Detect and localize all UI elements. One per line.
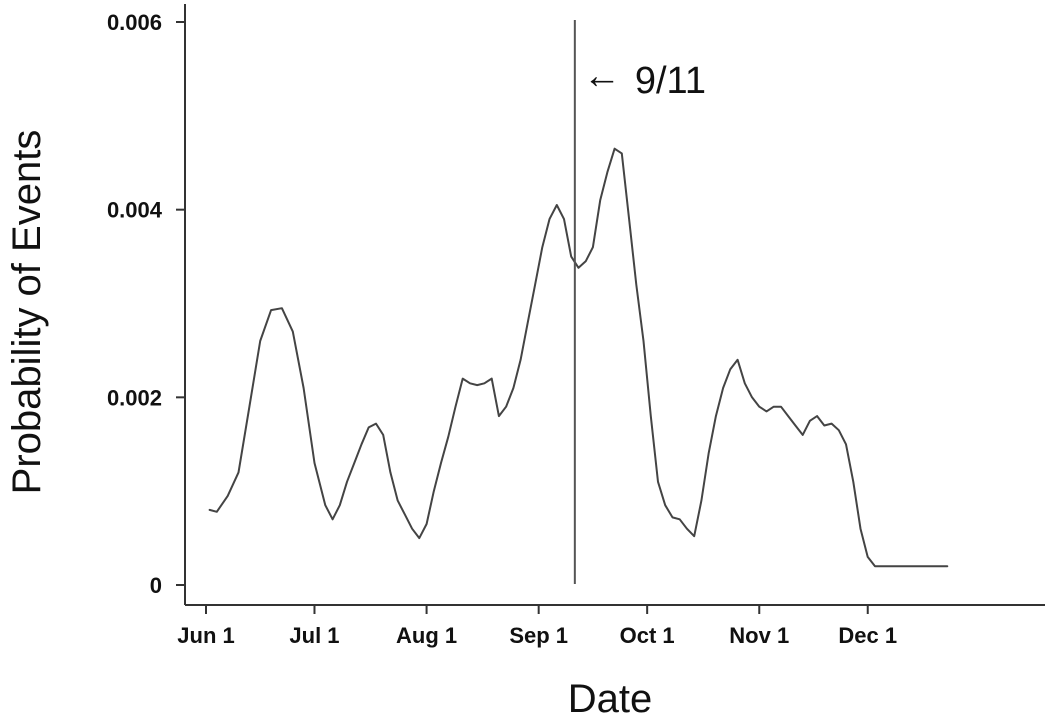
x-tick-label: Dec 1 xyxy=(838,623,897,648)
event-label: 9/11 xyxy=(635,60,706,102)
event-arrow-icon: ← xyxy=(583,55,621,97)
y-tick-label: 0.002 xyxy=(107,385,162,410)
x-tick-label: Oct 1 xyxy=(620,623,675,648)
x-tick-label: Jul 1 xyxy=(289,623,339,648)
x-tick-label: Jun 1 xyxy=(177,623,234,648)
y-tick-label: 0.006 xyxy=(107,10,162,35)
x-tick-label: Sep 1 xyxy=(509,623,568,648)
axes xyxy=(176,4,1045,614)
y-axis-title: Probability of Events xyxy=(5,130,49,495)
labels: 0 0.002 0.004 0.006 Jun 1 Jul 1 Aug 1 Sep 1 Oct … xyxy=(5,10,897,717)
x-tick-label: Aug 1 xyxy=(396,623,457,648)
y-tick-label: 0 xyxy=(150,573,162,598)
plot-area xyxy=(208,20,949,584)
x-axis-title: Date xyxy=(568,677,653,717)
y-tick-label: 0.004 xyxy=(107,198,163,223)
series-line xyxy=(208,147,949,568)
x-tick-label: Nov 1 xyxy=(729,623,789,648)
